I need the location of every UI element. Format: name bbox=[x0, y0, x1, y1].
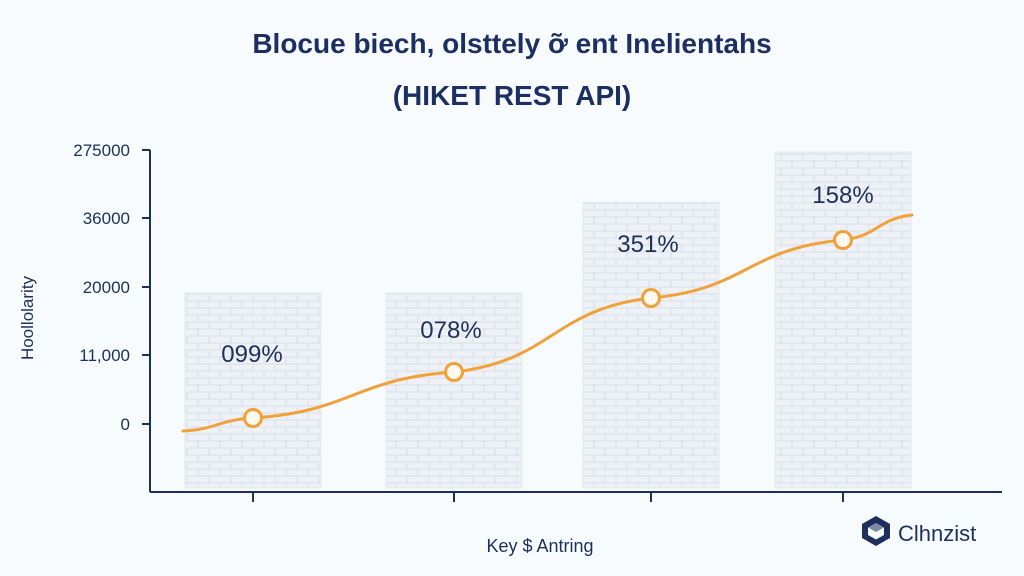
data-label: 099% bbox=[221, 341, 282, 368]
chart-subtitle: (HIKET REST API) bbox=[392, 80, 632, 111]
y-tick-label: 36000 bbox=[83, 209, 130, 228]
data-label: 078% bbox=[420, 317, 481, 344]
data-point bbox=[641, 288, 661, 308]
data-label: 158% bbox=[812, 182, 873, 209]
bar bbox=[184, 292, 322, 489]
y-tick-label: 0 bbox=[121, 415, 130, 434]
data-label: 351% bbox=[617, 231, 678, 258]
y-tick-label: 275000 bbox=[73, 141, 130, 160]
x-axis-label: Key $ Antring bbox=[486, 536, 594, 556]
brand-logo: Clhnzist bbox=[860, 514, 976, 553]
y-tick-label: 20000 bbox=[83, 278, 130, 297]
cube-logo-icon bbox=[860, 514, 892, 553]
y-tick-label: 11,000 bbox=[79, 346, 130, 365]
brand-name: Clhnzist bbox=[898, 520, 977, 546]
bar bbox=[774, 151, 912, 489]
data-point bbox=[243, 408, 263, 428]
data-point bbox=[444, 362, 464, 382]
bar bbox=[385, 292, 523, 489]
data-point bbox=[833, 230, 853, 250]
chart-title: Blocue biech, olsttely ỡ ent Inelientahs bbox=[252, 28, 772, 59]
bar bbox=[582, 201, 720, 489]
